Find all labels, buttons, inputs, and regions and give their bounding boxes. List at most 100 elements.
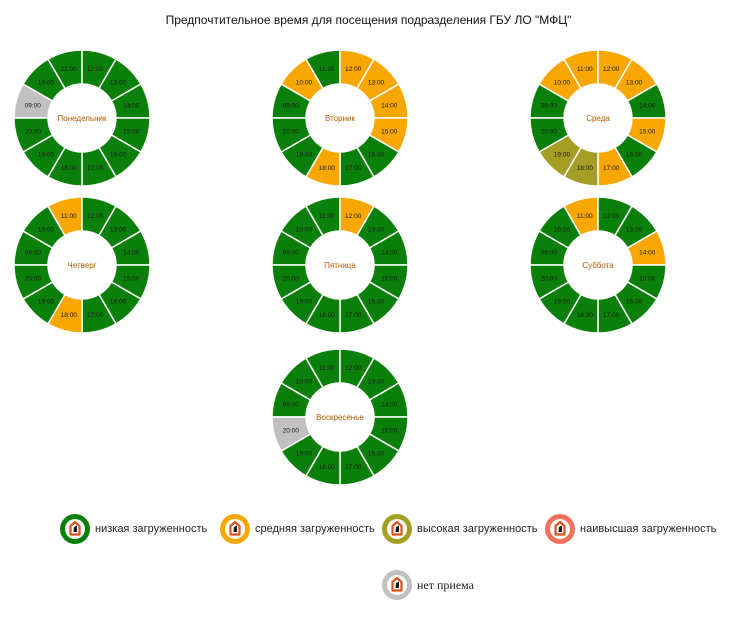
slice-label: 12:00	[87, 213, 104, 220]
slice-label: 13:00	[110, 79, 127, 86]
day-label: Среда	[586, 114, 610, 123]
logo-mark-outer	[229, 520, 241, 536]
slice-label: 17:00	[87, 312, 104, 319]
slice-label: 18:00	[319, 312, 336, 319]
logo-mark-inner	[395, 525, 399, 532]
slice-label: 12:00	[345, 66, 362, 73]
slice-label: 15:00	[381, 276, 398, 283]
day-label: Пятница	[324, 261, 356, 270]
slice-label: 18:00	[577, 165, 594, 172]
slice-label: 12:00	[603, 66, 620, 73]
slice-label: 14:00	[381, 401, 398, 408]
logo-mark-outer	[554, 520, 566, 536]
slice-label: 09:00	[283, 102, 300, 109]
slice-label: 15:00	[381, 428, 398, 435]
slice-label: 11:00	[319, 213, 335, 220]
donut-slice	[13, 264, 54, 301]
slice-label: 20:00	[541, 129, 558, 136]
slice-label: 14:00	[639, 102, 656, 109]
donut-slice	[13, 117, 54, 154]
legend-item-high: высокая загруженность	[382, 514, 537, 544]
slice-label: 11:00	[61, 213, 77, 220]
slice-label: 20:00	[283, 129, 300, 136]
slice-label: 19:00	[554, 299, 571, 306]
slice-label: 13:00	[110, 226, 127, 233]
day-label: Суббота	[582, 261, 614, 270]
legend-label-high: высокая загруженность	[417, 523, 538, 535]
slice-label: 10:00	[296, 378, 313, 385]
slice-label: 20:00	[283, 428, 300, 435]
day-label: Вторник	[325, 114, 355, 123]
logo-mark-inner	[558, 525, 562, 532]
slice-label: 11:00	[319, 365, 335, 372]
slice-label: 13:00	[368, 378, 385, 385]
slice-label: 17:00	[345, 464, 362, 471]
slice-label: 12:00	[345, 213, 362, 220]
slice-label: 16:00	[368, 152, 385, 159]
slice-label: 15:00	[123, 129, 140, 136]
slice-label: 10:00	[38, 226, 55, 233]
legend-item-closed: нет приема	[382, 570, 474, 600]
logo-mark-inner	[73, 525, 77, 532]
slice-label: 15:00	[381, 129, 398, 136]
slice-label: 16:00	[110, 299, 127, 306]
slice-label: 12:00	[345, 365, 362, 372]
day-label: Понедельник	[58, 114, 107, 123]
slice-label: 17:00	[345, 312, 362, 319]
donut-chart: 09:00 10:00 11:00 12:00 13:00 14:00 15:00 16:00…	[271, 49, 409, 187]
slice-label: 20:00	[541, 276, 558, 283]
slice-label: 17:00	[603, 165, 620, 172]
slice-label: 16:00	[626, 152, 643, 159]
donut-chart: 09:00 10:00 11:00 12:00 13:00 14:00 15:00 16:00…	[13, 196, 151, 334]
logo-mark-inner	[233, 525, 237, 532]
logo-mark-outer	[391, 576, 403, 592]
slice-label: 15:00	[123, 276, 140, 283]
slice-label: 10:00	[296, 226, 313, 233]
slice-label: 09:00	[283, 401, 300, 408]
slice-label: 09:00	[25, 249, 42, 256]
slice-label: 17:00	[345, 165, 362, 172]
mfc-logo-icon	[382, 514, 412, 544]
slice-label: 19:00	[296, 451, 313, 458]
slice-label: 19:00	[38, 299, 55, 306]
donut-chart: 09:00 10:00 11:00 12:00 13:00 14:00 15:00 16:00…	[13, 49, 151, 187]
slice-label: 09:00	[283, 249, 300, 256]
slice-label: 13:00	[626, 79, 643, 86]
slice-label: 20:00	[283, 276, 300, 283]
slice-label: 14:00	[123, 249, 140, 256]
slice-label: 16:00	[368, 299, 385, 306]
slice-label: 13:00	[368, 226, 385, 233]
slice-label: 20:00	[25, 276, 42, 283]
legend-label-highest: наивысшая загруженность	[580, 523, 717, 535]
slice-label: 09:00	[541, 102, 558, 109]
slice-label: 14:00	[381, 102, 398, 109]
slice-label: 13:00	[626, 226, 643, 233]
slice-label: 09:00	[25, 102, 42, 109]
donut-chart: 09:00 10:00 11:00 12:00 13:00 14:00 15:00 16:00…	[271, 196, 409, 334]
slice-label: 20:00	[25, 129, 42, 136]
slice-label: 11:00	[577, 213, 593, 220]
donut-chart: 09:00 10:00 11:00 12:00 13:00 14:00 15:00 16:00…	[271, 348, 409, 486]
logo-mark-inner	[395, 581, 399, 588]
mfc-logo-icon	[220, 514, 250, 544]
slice-label: 10:00	[38, 79, 55, 86]
slice-label: 11:00	[319, 66, 335, 73]
donut-slice	[271, 264, 312, 301]
legend-item-low: низкая загруженность	[60, 514, 207, 544]
slice-label: 18:00	[61, 165, 78, 172]
slice-label: 14:00	[639, 249, 656, 256]
day-label: Воскресенье	[316, 413, 364, 422]
slice-label: 17:00	[603, 312, 620, 319]
slice-label: 09:00	[541, 249, 558, 256]
slice-label: 17:00	[87, 165, 104, 172]
slice-label: 15:00	[639, 129, 656, 136]
donut-charts: 09:00 10:00 11:00 12:00 13:00 14:00 15:00 16:00…	[13, 49, 667, 486]
slice-label: 14:00	[381, 249, 398, 256]
slice-label: 10:00	[554, 226, 571, 233]
slice-label: 10:00	[296, 79, 313, 86]
slice-label: 10:00	[554, 79, 571, 86]
legend-item-medium: средняя загруженность	[220, 514, 375, 544]
slice-label: 14:00	[123, 102, 140, 109]
legend-label-medium: средняя загруженность	[255, 523, 375, 535]
logo-mark-outer	[69, 520, 81, 536]
